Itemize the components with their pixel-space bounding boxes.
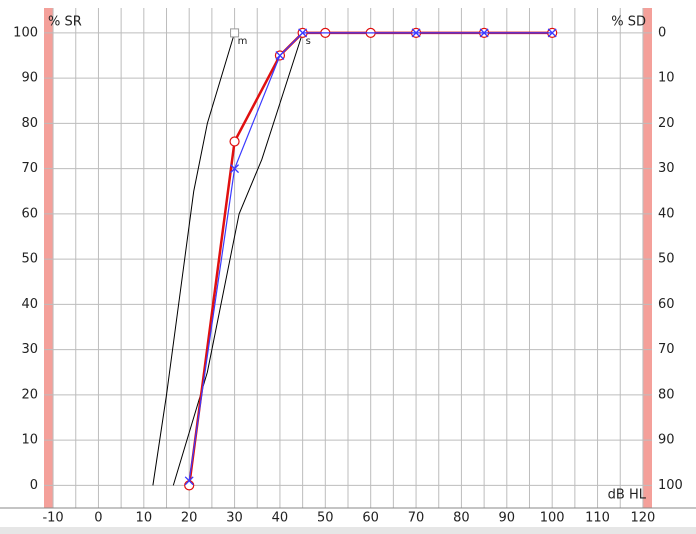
y2-tick-label: 0	[658, 25, 666, 40]
annotation: m	[238, 36, 248, 47]
x-tick-label: 30	[226, 511, 243, 526]
x-tick-label: 20	[181, 511, 198, 526]
reference-marker	[230, 28, 240, 38]
x-tick-label: 60	[362, 511, 379, 526]
y-tick-label: 60	[21, 206, 38, 221]
x-tick-label: 80	[453, 511, 470, 526]
x-tick-label: 10	[136, 511, 153, 526]
x-tick-label: 120	[631, 511, 656, 526]
y-tick-label: 50	[21, 252, 38, 267]
marker	[298, 28, 308, 38]
y2-tick-label: 60	[658, 297, 675, 312]
x-tick-label: 90	[499, 511, 516, 526]
y-tick-label: 10	[21, 433, 38, 448]
y2-axis-label: % SD	[611, 15, 646, 30]
marker	[479, 28, 489, 38]
y-tick-label: 90	[21, 71, 38, 86]
x-tick-label: 40	[272, 511, 289, 526]
y2-tick-label: 70	[658, 342, 675, 357]
y-tick-label: 30	[21, 342, 38, 357]
marker	[547, 28, 557, 38]
annotation: s	[306, 36, 311, 47]
marker	[229, 136, 240, 147]
x-tick-label: 50	[317, 511, 334, 526]
series-line	[152, 32, 236, 486]
y2-tick-label: 10	[658, 71, 675, 86]
y-tick-label: 0	[30, 478, 38, 493]
y2-tick-label: 90	[658, 433, 675, 448]
x-axis-label: dB HL	[608, 488, 647, 503]
marker	[230, 164, 240, 174]
y-tick-label: 70	[21, 161, 38, 176]
marker	[275, 51, 285, 60]
x-tick-label: 70	[408, 511, 425, 526]
y2-tick-label: 30	[658, 161, 675, 176]
x-tick-label: -10	[42, 511, 63, 526]
y2-tick-label: 80	[658, 387, 675, 402]
y2-tick-label: 50	[658, 252, 675, 267]
left-band	[44, 8, 53, 508]
y2-tick-label: 40	[658, 206, 675, 221]
y2-tick-label: 20	[658, 116, 675, 131]
x-tick-label: 110	[585, 511, 610, 526]
x-tick-label: 0	[94, 511, 102, 526]
bottom-strip	[0, 527, 696, 534]
marker	[411, 28, 421, 38]
y-tick-label: 40	[21, 297, 38, 312]
y-tick-label: 20	[21, 387, 38, 402]
y-tick-label: 100	[13, 25, 38, 40]
marker	[184, 476, 194, 486]
x-tick-label: 100	[540, 511, 565, 526]
y-tick-label: 80	[21, 116, 38, 131]
y2-tick-label: 100	[658, 478, 683, 493]
marker	[184, 480, 195, 491]
right-band	[643, 8, 652, 508]
y-axis-label: % SR	[48, 15, 82, 30]
